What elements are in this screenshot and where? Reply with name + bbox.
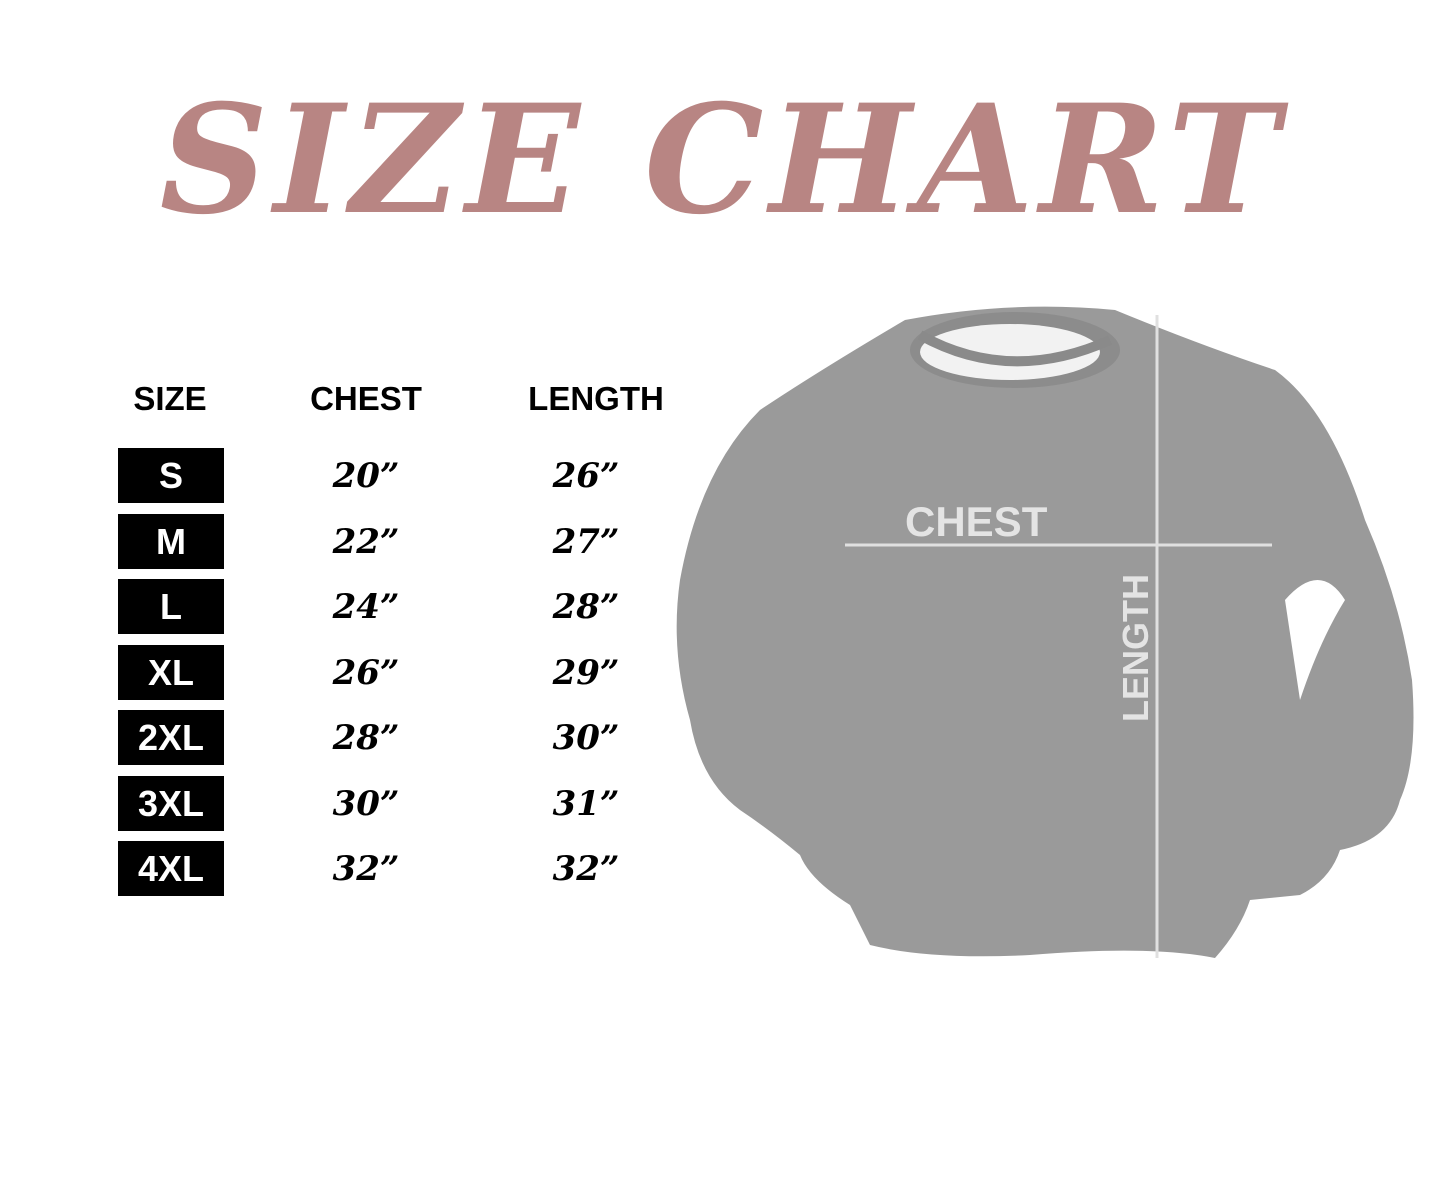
size-badge: 3XL xyxy=(118,775,224,831)
size-badge: XL xyxy=(118,644,224,700)
table-row: 2XL 28” 30” xyxy=(0,710,720,766)
length-value: 30” xyxy=(552,718,620,758)
header-chest: CHEST xyxy=(310,380,422,417)
chest-value: 26” xyxy=(332,652,400,693)
size-badge: M xyxy=(118,513,224,569)
length-value: 28” xyxy=(552,587,620,627)
page-title: SIZE CHART xyxy=(159,72,1286,248)
header-size: SIZE xyxy=(133,380,207,417)
size-badge: S xyxy=(118,448,224,503)
length-value: 26” xyxy=(552,456,620,496)
chest-value: 30” xyxy=(332,783,400,824)
size-badge: 2XL xyxy=(118,710,224,765)
length-value: 32” xyxy=(552,849,620,889)
length-label: LENGTH xyxy=(1115,574,1156,722)
length-value: 27” xyxy=(552,521,620,562)
length-value: 31” xyxy=(552,783,620,824)
sweatshirt-image xyxy=(676,306,1414,959)
table-row: 4XL 32” 32” xyxy=(0,841,720,897)
chest-value: 22” xyxy=(332,521,400,562)
chest-value: 24” xyxy=(332,587,400,627)
size-badge: 4XL xyxy=(118,841,224,896)
size-badge: L xyxy=(118,579,224,634)
chest-label: CHEST xyxy=(905,498,1048,545)
chest-value: 20” xyxy=(332,456,400,496)
table-row: XL 26” 29” xyxy=(0,644,720,701)
header-length: LENGTH xyxy=(528,380,664,417)
table-row: 3XL 30” 31” xyxy=(0,775,720,832)
length-value: 29” xyxy=(552,652,620,693)
table-row: L 24” 28” xyxy=(0,579,720,635)
table-row: S 20” 26” xyxy=(0,448,720,504)
table-row: M 22” 27” xyxy=(0,513,720,570)
chest-value: 32” xyxy=(332,849,400,889)
chest-value: 28” xyxy=(332,718,400,758)
